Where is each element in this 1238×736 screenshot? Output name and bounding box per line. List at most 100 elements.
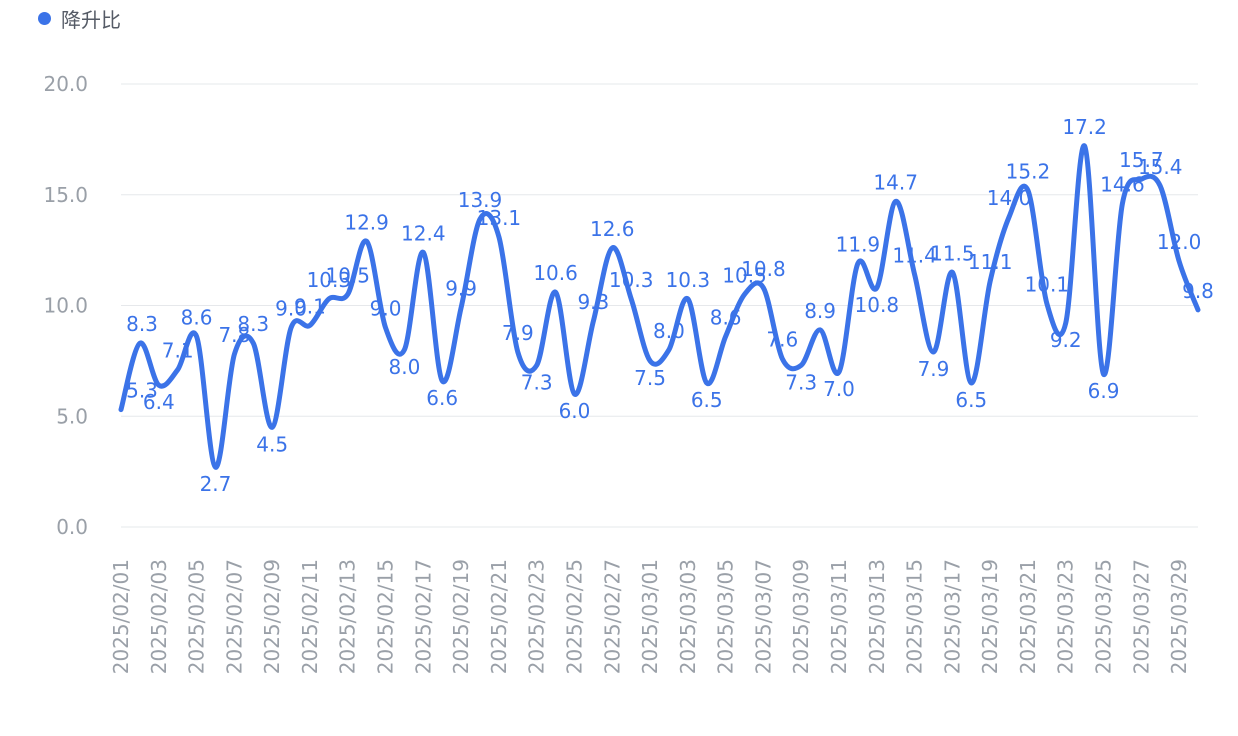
x-tick-label: 2025/02/03 [147,559,171,674]
data-label: 12.6 [590,217,635,241]
x-tick-label: 2025/02/13 [336,559,360,674]
data-label: 10.5 [722,263,767,287]
data-label: 8.3 [237,312,269,336]
data-label: 10.1 [1025,272,1070,296]
data-label: 10.5 [325,263,370,287]
data-label: 12.9 [344,210,389,234]
x-tick-label: 2025/02/21 [487,559,511,674]
data-label: 6.9 [1088,379,1120,403]
series-line-layer [118,143,1201,470]
data-label: 10.3 [666,268,711,292]
y-tick-label: 15.0 [43,183,88,207]
data-label: 11.5 [930,241,975,265]
data-label: 7.8 [218,323,250,347]
data-label: 6.5 [691,388,723,412]
data-label: 13.1 [477,206,522,230]
data-label: 17.2 [1062,115,1107,139]
x-tick-label: 2025/03/07 [751,559,775,674]
x-tick-label: 2025/03/25 [1092,559,1116,674]
x-tick-label: 2025/03/15 [903,559,927,674]
x-tick-label: 2025/03/13 [865,559,889,674]
data-label: 9.0 [275,297,307,321]
x-tick-label: 2025/02/11 [298,559,322,674]
x-tick-label: 2025/03/03 [676,559,700,674]
data-label: 11.9 [836,232,881,256]
data-label: 8.9 [804,299,836,323]
data-label: 6.6 [426,386,458,410]
x-tick-label: 2025/03/09 [789,559,813,674]
y-tick-label: 5.0 [56,404,88,428]
data-label: 7.0 [823,377,855,401]
data-label: 7.9 [918,357,950,381]
x-tick-label: 2025/02/09 [260,559,284,674]
data-label: 4.5 [256,432,288,456]
x-tick-label: 2025/03/17 [940,559,964,674]
legend[interactable]: 降升比 [38,4,121,33]
data-label: 7.5 [634,366,666,390]
x-tick-label: 2025/02/25 [562,559,586,674]
data-label: 15.2 [1006,159,1051,183]
x-tick-label: 2025/03/01 [638,559,662,674]
y-tick-label: 20.0 [43,72,88,96]
x-tick-label: 2025/02/07 [222,559,246,674]
data-label: 8.0 [389,355,421,379]
data-label: 7.1 [162,339,194,363]
data-label: 10.6 [533,261,578,285]
x-tick-label: 2025/03/19 [978,559,1002,674]
data-label: 9.2 [1050,328,1082,352]
data-label: 2.7 [200,472,232,496]
x-tick-label: 2025/02/15 [374,559,398,674]
data-labels: 5.38.36.47.18.62.77.88.34.59.09.110.310.… [126,115,1214,496]
data-label: 14.7 [873,170,918,194]
data-label: 6.5 [955,388,987,412]
data-label: 11.1 [968,250,1013,274]
data-label: 8.6 [181,306,213,330]
data-label: 5.3 [126,379,158,403]
data-label: 8.6 [710,306,742,330]
data-label: 15.4 [1138,155,1183,179]
legend-label: 降升比 [61,8,121,32]
data-label: 7.6 [766,328,798,352]
data-label: 8.3 [126,312,158,336]
data-label: 14.6 [1100,173,1145,197]
y-tick-label: 10.0 [43,294,88,318]
x-tick-label: 2025/02/05 [185,559,209,674]
legend-marker-icon [38,12,51,25]
x-tick-label: 2025/03/27 [1129,559,1153,674]
data-label: 12.4 [401,221,446,245]
x-tick-label: 2025/03/29 [1167,559,1191,674]
x-tick-label: 2025/03/23 [1054,559,1078,674]
series-line[interactable] [118,143,1201,470]
x-tick-label: 2025/03/05 [714,559,738,674]
x-tick-label: 2025/03/21 [1016,559,1040,674]
data-label: 10.8 [855,293,900,317]
data-label: 15.7 [1119,148,1164,172]
data-label: 6.4 [143,390,175,414]
data-label: 12.0 [1157,230,1202,254]
data-label: 7.3 [521,370,553,394]
data-label: 9.8 [1182,279,1214,303]
y-axis-ticks: 0.0 5.0 10.0 15.0 20.0 [43,72,88,539]
y-tick-label: 0.0 [56,515,88,539]
data-label: 9.1 [294,294,326,318]
data-label: 6.0 [559,399,591,423]
data-label: 10.3 [307,268,352,292]
data-label: 11.4 [892,243,937,267]
data-label: 9.3 [577,290,609,314]
x-tick-label: 2025/02/23 [525,559,549,674]
data-label: 8.0 [653,319,685,343]
data-label: 9.9 [445,277,477,301]
x-axis-ticks: 2025/02/01 2025/02/03 2025/02/05 2025/02/07… [109,559,1191,674]
data-label: 7.9 [502,321,534,345]
data-label: 9.0 [370,297,402,321]
data-label: 10.3 [609,268,654,292]
data-label: 7.3 [785,370,817,394]
x-tick-label: 2025/02/19 [449,559,473,674]
x-tick-label: 2025/02/01 [109,559,133,674]
x-tick-label: 2025/02/27 [600,559,624,674]
data-label: 13.9 [458,188,503,212]
data-label: 14.0 [987,186,1032,210]
x-tick-label: 2025/03/11 [827,559,851,674]
data-label: 10.8 [741,257,786,281]
